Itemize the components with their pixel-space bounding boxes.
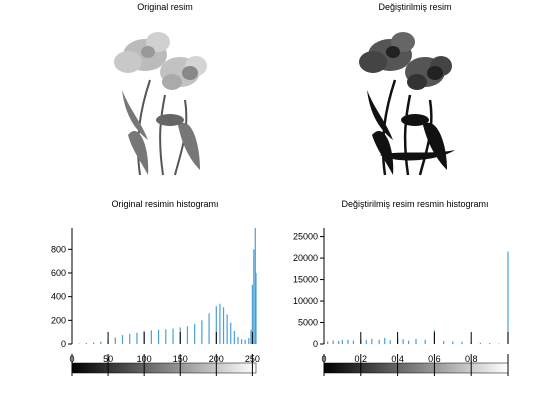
original-image-title: Original resim [137, 2, 193, 12]
histogram-bar [157, 329, 160, 344]
histogram-bar [461, 341, 463, 344]
histogram-bar [172, 328, 174, 344]
histogram-bar [507, 251, 509, 344]
x-tick-label: 0.8 [465, 354, 478, 364]
histogram-bar [443, 340, 445, 344]
histogram-bar [230, 322, 232, 344]
colorbar [323, 362, 509, 374]
histogram-bar [165, 329, 167, 344]
histogram-bar [93, 342, 95, 344]
histogram-bar [255, 272, 257, 344]
histogram-bar [150, 330, 152, 344]
histogram-bar [378, 339, 380, 344]
histogram-bar [402, 339, 404, 344]
histogram-bar [254, 228, 256, 344]
histogram-bar [332, 340, 334, 344]
histogram-bar [347, 339, 349, 344]
y-tick-label: 25000 [293, 232, 318, 242]
histogram-bar [222, 307, 225, 344]
histogram-bar [186, 326, 189, 344]
histogram-bar [253, 249, 255, 344]
x-tick-label: 0.4 [391, 354, 404, 364]
histogram-bar [371, 338, 373, 344]
histogram-bar [250, 329, 252, 344]
histogram-bar [389, 340, 391, 344]
histogram-bar [452, 341, 454, 344]
x-tick-label: 0 [321, 354, 326, 364]
histogram-bar [408, 340, 410, 344]
histogram-bar [201, 320, 203, 344]
histogram-bar [352, 340, 355, 344]
x-tick-label: 150 [173, 354, 188, 364]
original-flower-image [114, 32, 207, 176]
y-tick-label: 400 [51, 292, 66, 302]
histogram-bar [240, 339, 243, 344]
x-tick-label: 200 [209, 354, 224, 364]
histogram-bar [114, 337, 116, 344]
y-tick-label: 15000 [293, 275, 318, 285]
colorbar [71, 362, 257, 374]
modified-image-title: Değiştirilmiş resim [378, 2, 452, 12]
histogram-bar [85, 343, 88, 344]
histogram-bar [341, 340, 343, 344]
x-tick-label: 0.2 [355, 354, 368, 364]
y-tick-label: 0 [61, 339, 66, 349]
histogram-bar [338, 340, 340, 344]
y-tick-label: 20000 [293, 253, 318, 263]
histogram-bar [208, 313, 210, 344]
x-tick-label: 50 [103, 354, 113, 364]
histogram-bar [424, 339, 426, 344]
y-tick-label: 10000 [293, 296, 318, 306]
x-tick-label: 0.6 [428, 354, 441, 364]
histogram-bar [479, 342, 481, 344]
y-tick-label: 5000 [298, 318, 318, 328]
histogram-bar [384, 337, 386, 344]
histogram-bar [248, 338, 250, 344]
histogram-bar [365, 340, 367, 344]
x-tick-label: 100 [137, 354, 152, 364]
histogram-bar [244, 339, 246, 344]
x-tick-label: 250 [245, 354, 260, 364]
histogram-bar [136, 332, 138, 344]
histogram-bar [415, 338, 417, 344]
histogram-bar [121, 335, 124, 344]
y-tick-label: 0 [313, 339, 318, 349]
y-tick-label: 200 [51, 315, 66, 325]
histogram-bar [129, 333, 131, 344]
modified-flower-image [359, 32, 455, 176]
histogram-bar [489, 343, 491, 344]
histogram-bar [219, 303, 221, 344]
histogram-bar [327, 341, 329, 344]
histogram-bar [194, 323, 196, 344]
histogram-bar [251, 284, 253, 344]
modified-histogram-title: Değiştirilmiş resim resmin histogramı [341, 199, 489, 209]
y-tick-label: 600 [51, 268, 66, 278]
original-histogram: 0 200 400 600 800 0 50 100 150 200 250 [51, 228, 260, 376]
histogram-bar [233, 330, 235, 344]
histogram-bar [226, 314, 228, 344]
histogram-bar [215, 306, 217, 344]
histogram-bar [237, 336, 239, 344]
modified-histogram: 0 5000 10000 15000 20000 25000 0 0.2 0.4 0.6 0.8 [293, 228, 509, 376]
x-tick-label: 0 [69, 354, 74, 364]
original-histogram-title: Original resimin histogramı [111, 199, 219, 209]
histogram-bar [100, 341, 102, 344]
y-tick-label: 800 [51, 244, 66, 254]
